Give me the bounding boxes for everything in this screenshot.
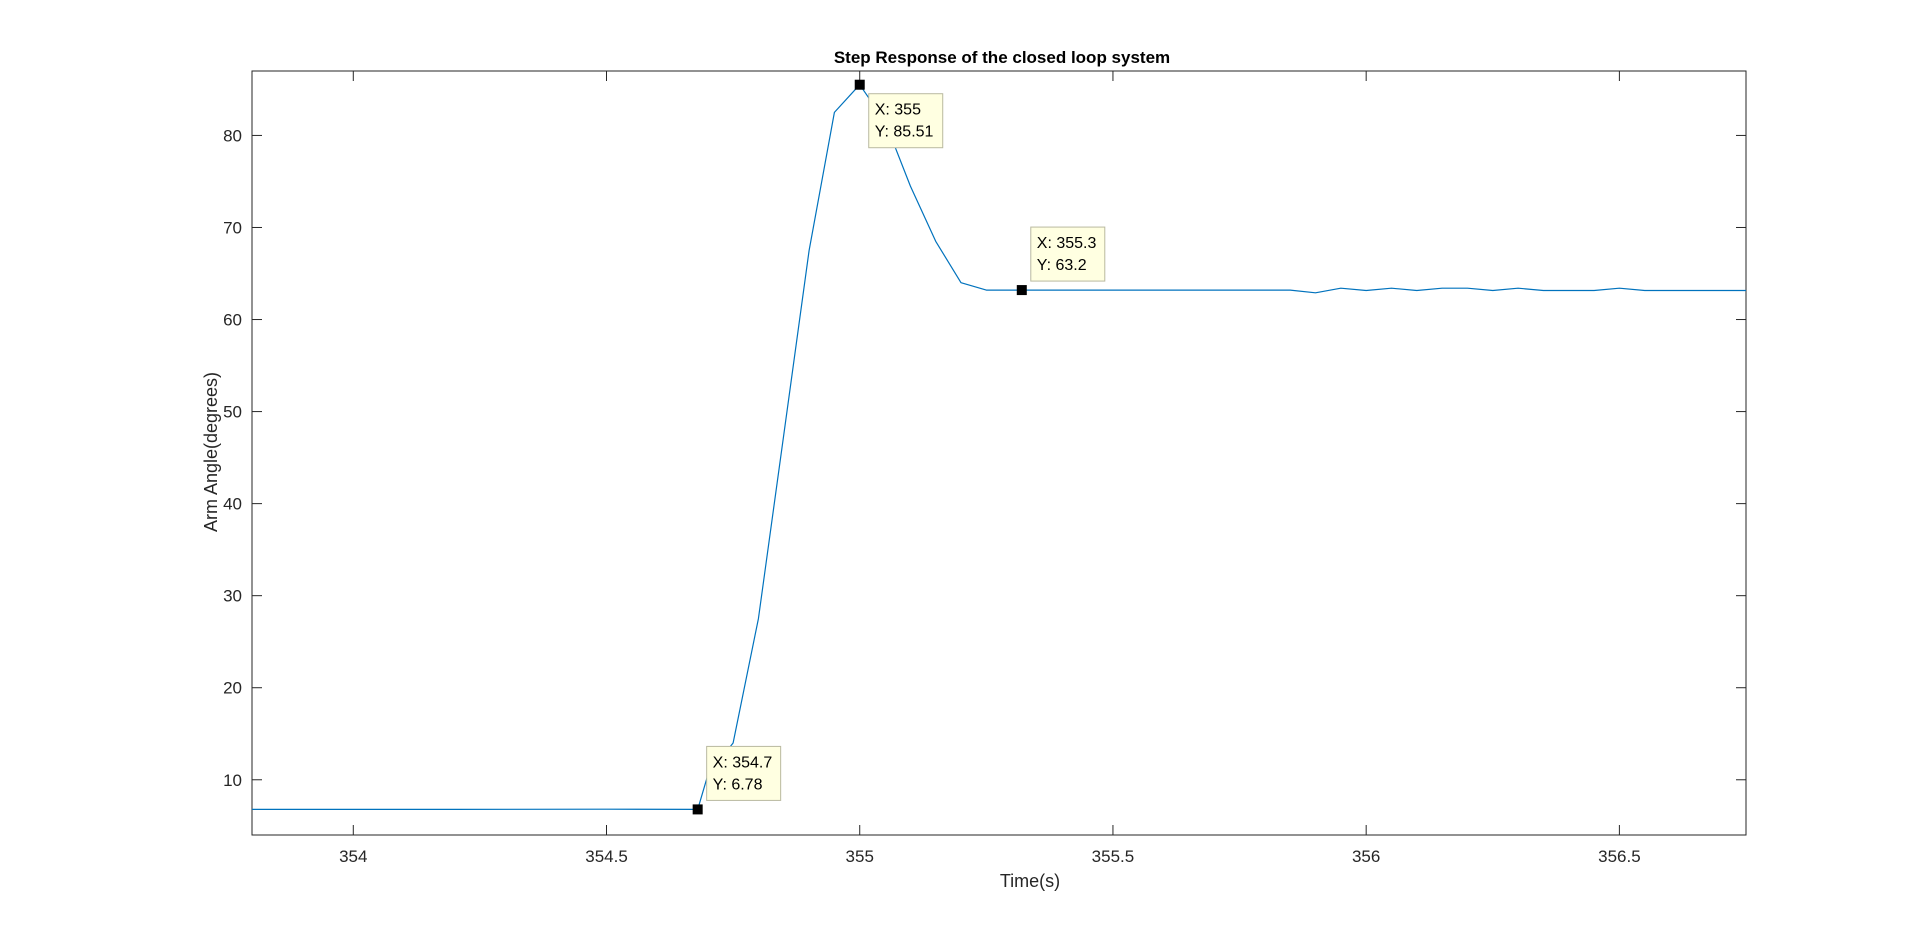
y-tick-label: 50 xyxy=(223,403,242,422)
x-tick-label: 356 xyxy=(1352,847,1380,866)
x-tick-label: 355.5 xyxy=(1092,847,1135,866)
datatip-marker xyxy=(854,79,865,90)
datatip-y-text: Y: 6.78 xyxy=(713,776,763,793)
datatip-marker xyxy=(1016,285,1027,296)
datatip-y-text: Y: 63.2 xyxy=(1037,257,1087,274)
x-tick-label: 354 xyxy=(339,847,367,866)
response-series-line xyxy=(252,84,1746,811)
datatip-box xyxy=(706,745,782,801)
x-tick-label: 356.5 xyxy=(1598,847,1641,866)
x-axis-label: Time(s) xyxy=(1000,871,1060,891)
y-axis-label: Arm Angle(degrees) xyxy=(201,372,221,532)
datatip-x-text: X: 355 xyxy=(875,102,921,119)
datatip[interactable]: X: 354.7 Y: 6.78 xyxy=(692,745,782,815)
x-tick-label: 355 xyxy=(846,847,874,866)
y-tick-label: 30 xyxy=(223,587,242,606)
y-tick-label: 80 xyxy=(223,126,242,145)
y-tick-label: 40 xyxy=(223,495,242,514)
y-tick-label: 70 xyxy=(223,218,242,237)
datatip-marker xyxy=(692,804,703,815)
datatip-box xyxy=(1030,226,1106,282)
y-tick-label: 20 xyxy=(223,679,242,698)
datatip-x-text: X: 354.7 xyxy=(713,754,773,771)
y-tick-label: 10 xyxy=(223,771,242,790)
chart-title: Step Response of the closed loop system xyxy=(834,48,1170,67)
axes-box xyxy=(251,70,1747,836)
datatip-box xyxy=(868,93,944,149)
x-tick-label: 354.5 xyxy=(585,847,628,866)
y-tick-label: 60 xyxy=(223,311,242,330)
datatip-x-text: X: 355.3 xyxy=(1037,235,1097,252)
datatip-y-text: Y: 85.51 xyxy=(875,124,934,141)
datatip[interactable]: X: 355 Y: 85.51 xyxy=(854,79,944,149)
plot-area[interactable]: 354 354.5 355 355.5 356 356.5 10 20 30 40 50 60 70 80… xyxy=(223,70,1747,866)
datatip[interactable]: X: 355.3 Y: 63.2 xyxy=(1016,226,1106,296)
